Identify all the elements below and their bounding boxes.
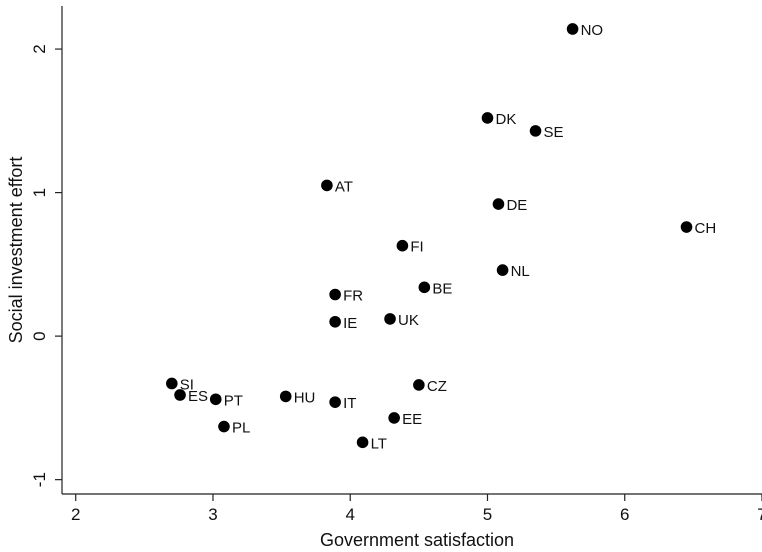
point-label: CH	[695, 220, 717, 237]
x-ticks: 2 3 4 5 6 7	[71, 494, 762, 524]
data-point	[209, 393, 222, 406]
y-tick-label: 0	[30, 331, 49, 340]
data-point	[481, 112, 494, 124]
y-axis-title: Social investment effort	[6, 157, 26, 344]
data-point	[356, 436, 369, 449]
point-label: BE	[432, 280, 452, 297]
point-label: PL	[232, 420, 250, 437]
data-point	[329, 315, 341, 328]
point-label: UK	[398, 312, 419, 329]
x-tick-label: 5	[483, 505, 492, 524]
point-label: ES	[188, 388, 208, 405]
x-tick-label: 4	[346, 505, 355, 524]
y-tick-label: -1	[30, 472, 49, 487]
data-point	[496, 264, 509, 276]
data-points: NO DK SE AT DE CH FI NL BE FR UK IE SI CZ ES PT HU IT EE PL…	[166, 22, 716, 452]
point-label: FR	[343, 287, 363, 304]
data-point	[329, 288, 341, 301]
data-point	[566, 23, 579, 35]
data-point	[492, 198, 505, 210]
data-point	[279, 390, 292, 403]
axes	[61, 6, 762, 495]
data-point	[529, 125, 542, 137]
point-label: DE	[506, 197, 527, 214]
point-label: EE	[402, 411, 422, 428]
data-point	[396, 239, 409, 252]
data-point	[166, 377, 178, 390]
data-point	[218, 420, 230, 433]
data-point	[413, 379, 425, 391]
point-label: PT	[224, 392, 243, 409]
point-label: DK	[495, 111, 516, 128]
x-tick-label: 3	[208, 505, 217, 524]
data-point	[384, 313, 396, 325]
point-label: SE	[544, 124, 564, 141]
point-label: IT	[343, 395, 356, 412]
point-label: NL	[511, 263, 530, 280]
y-tick-label: 2	[30, 44, 49, 53]
point-label: LT	[371, 435, 387, 452]
data-point	[174, 389, 186, 401]
x-tick-label: 7	[757, 505, 762, 524]
point-label: NO	[581, 22, 604, 39]
point-label: SI	[180, 376, 194, 393]
data-point	[321, 179, 333, 192]
x-tick-label: 6	[620, 505, 629, 524]
y-ticks: -1 0 1 2	[30, 44, 62, 487]
data-point	[680, 221, 693, 233]
data-point	[418, 281, 431, 294]
y-tick-label: 1	[30, 188, 49, 197]
point-label: FI	[410, 239, 423, 256]
x-axis-title: Government satisfaction	[320, 530, 514, 550]
point-label: AT	[335, 178, 353, 195]
point-label: HU	[294, 389, 316, 406]
x-tick-label: 2	[71, 505, 80, 524]
data-point	[329, 396, 341, 408]
point-label: CZ	[427, 378, 447, 395]
point-label: IE	[343, 315, 357, 332]
data-point	[388, 412, 400, 424]
